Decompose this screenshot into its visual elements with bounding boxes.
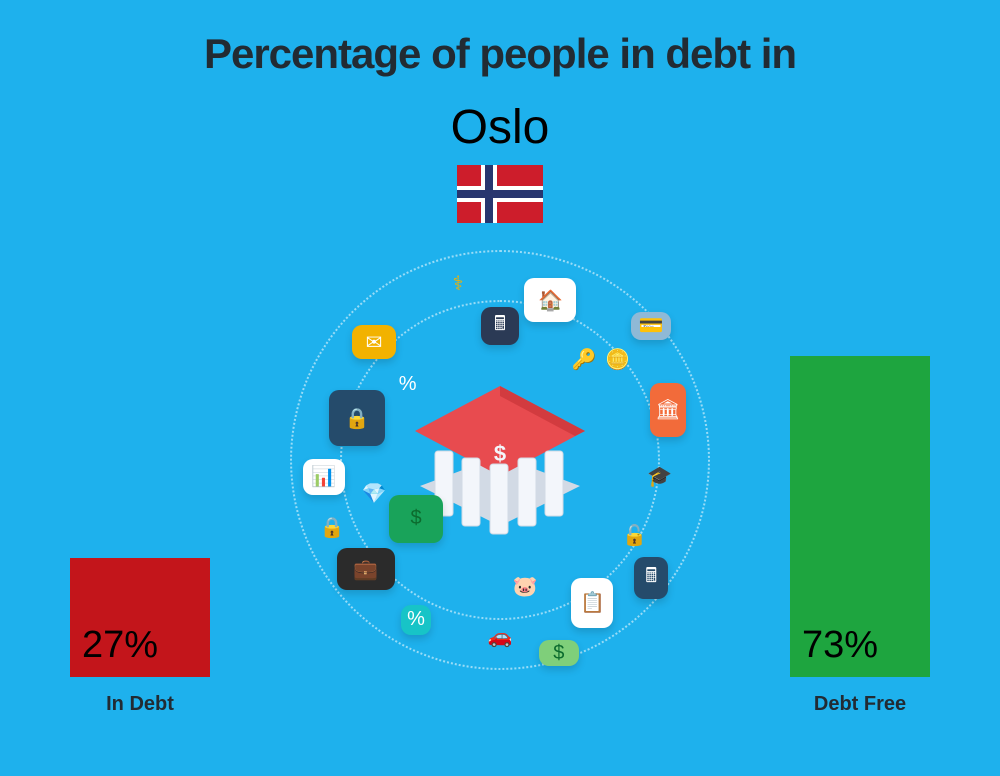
bar-in-debt-rect: 27% [70, 558, 210, 677]
house-icon: 🏠 [524, 278, 576, 322]
cash2-icon: $ [539, 640, 579, 666]
phone-icon: 🏛 [650, 383, 686, 437]
caduceus-icon: ⚕ [441, 257, 475, 311]
infographic-canvas: Percentage of people in debt in Oslo [0, 0, 1000, 776]
norway-flag-icon [457, 165, 543, 223]
calc2-icon: 🖩 [634, 557, 668, 599]
bank-icon: $ [400, 376, 600, 576]
bar-debt-free-value: 73% [802, 624, 878, 667]
barchart-icon: 📊 [303, 459, 345, 495]
percent1-icon: % [401, 605, 431, 635]
lock-icon: 🔓 [619, 519, 649, 553]
calculator-icon: 🖩 [481, 307, 519, 345]
car-icon: 🚗 [460, 616, 540, 656]
gradcap-icon: 🎓 [632, 457, 688, 497]
center-illustration: $ 🏠⚕🖩✉🔒🪙💳🏛🎓🔓📋🖩🚗$%💼🔒📊💎$🔑🐷% [290, 250, 710, 670]
main-title: Percentage of people in debt in [0, 30, 1000, 78]
clipboard-icon: 📋 [571, 578, 613, 628]
piggy-icon: 🐷 [510, 573, 540, 599]
bar-debt-free-label: Debt Free [814, 693, 906, 716]
bar-debt-free: 73% Debt Free [780, 356, 940, 716]
bar-in-debt-value: 27% [82, 624, 158, 667]
bar-in-debt-label: In Debt [106, 693, 174, 716]
bar-debt-free-rect: 73% [790, 356, 930, 677]
safe-icon: 🔒 [329, 390, 385, 446]
cashstack-icon: $ [389, 495, 443, 543]
key-icon: 🔑 [569, 350, 599, 368]
city-subtitle: Oslo [0, 100, 1000, 155]
coins-icon: 🪙 [594, 339, 642, 379]
bar-in-debt: 27% In Debt [60, 558, 220, 716]
card-icon: 💳 [631, 312, 671, 340]
padlock2-icon: 🔒 [318, 511, 346, 543]
gem-icon: 💎 [361, 483, 387, 505]
envelope-icon: ✉ [352, 325, 396, 359]
briefcase-icon: 💼 [337, 548, 395, 590]
svg-text:$: $ [494, 441, 506, 466]
percent2-icon: % [396, 372, 420, 396]
